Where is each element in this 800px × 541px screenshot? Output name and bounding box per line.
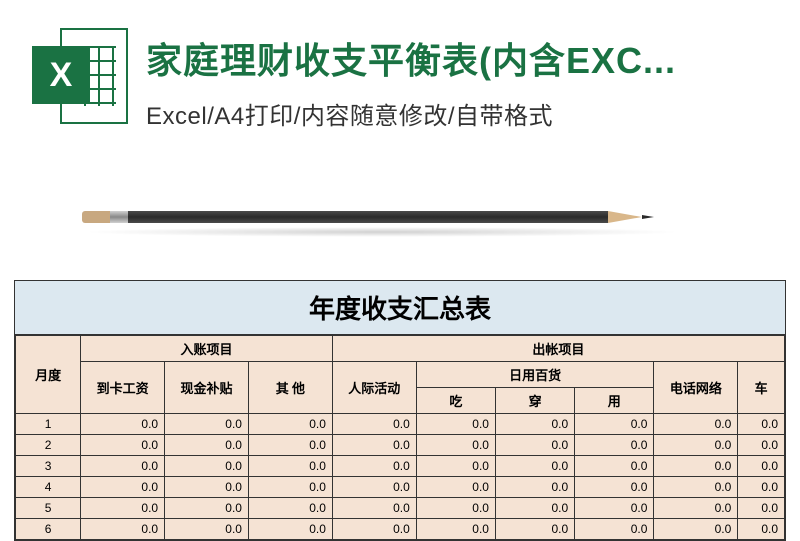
col-use: 用 — [575, 388, 654, 414]
table-row: 50.00.00.00.00.00.00.00.00.0 — [16, 498, 785, 519]
cell-value: 0.0 — [495, 414, 574, 435]
col-car: 车 — [738, 362, 785, 414]
table-row: 60.00.00.00.00.00.00.00.00.0 — [16, 519, 785, 540]
cell-month: 5 — [16, 498, 81, 519]
cell-value: 0.0 — [575, 414, 654, 435]
excel-icon: X — [32, 28, 128, 124]
cell-value: 0.0 — [248, 435, 332, 456]
table-row: 30.00.00.00.00.00.00.00.00.0 — [16, 456, 785, 477]
cell-value: 0.0 — [738, 435, 785, 456]
cell-value: 0.0 — [495, 435, 574, 456]
cell-month: 1 — [16, 414, 81, 435]
cell-value: 0.0 — [738, 456, 785, 477]
page-subtitle: Excel/A4打印/内容随意修改/自带格式 — [146, 96, 768, 131]
cell-value: 0.0 — [165, 456, 249, 477]
title-block: 家庭理财收支平衡表(内含EXC... Excel/A4打印/内容随意修改/自带格… — [146, 28, 768, 131]
group-daily: 日用百货 — [416, 362, 654, 388]
table-header-row-2: 到卡工资 现金补贴 其 他 人际活动 日用百货 电话网络 车 — [16, 362, 785, 388]
col-salary: 到卡工资 — [81, 362, 165, 414]
cell-month: 6 — [16, 519, 81, 540]
excel-icon-letter: X — [50, 56, 73, 95]
pencil-divider — [0, 171, 800, 261]
cell-value: 0.0 — [248, 477, 332, 498]
cell-month: 3 — [16, 456, 81, 477]
table-header-row-1: 月度 入账项目 出帐项目 — [16, 336, 785, 362]
cell-value: 0.0 — [575, 477, 654, 498]
cell-value: 0.0 — [165, 414, 249, 435]
cell-value: 0.0 — [416, 477, 495, 498]
cell-value: 0.0 — [738, 477, 785, 498]
cell-value: 0.0 — [81, 519, 165, 540]
cell-value: 0.0 — [416, 414, 495, 435]
cell-value: 0.0 — [165, 477, 249, 498]
cell-value: 0.0 — [248, 456, 332, 477]
cell-value: 0.0 — [248, 498, 332, 519]
cell-value: 0.0 — [332, 456, 416, 477]
cell-value: 0.0 — [332, 414, 416, 435]
group-income: 入账项目 — [81, 336, 333, 362]
balance-table: 月度 入账项目 出帐项目 到卡工资 现金补贴 其 他 人际活动 日用百货 电话网… — [15, 335, 785, 540]
cell-value: 0.0 — [654, 414, 738, 435]
cell-value: 0.0 — [81, 498, 165, 519]
cell-value: 0.0 — [738, 414, 785, 435]
cell-value: 0.0 — [654, 519, 738, 540]
col-wear: 穿 — [495, 388, 574, 414]
cell-value: 0.0 — [81, 477, 165, 498]
cell-value: 0.0 — [416, 519, 495, 540]
cell-value: 0.0 — [495, 519, 574, 540]
cell-value: 0.0 — [332, 519, 416, 540]
cell-value: 0.0 — [495, 477, 574, 498]
cell-value: 0.0 — [248, 414, 332, 435]
cell-value: 0.0 — [575, 456, 654, 477]
col-social: 人际活动 — [332, 362, 416, 414]
cell-value: 0.0 — [738, 519, 785, 540]
cell-value: 0.0 — [165, 435, 249, 456]
header: X 家庭理财收支平衡表(内含EXC... Excel/A4打印/内容随意修改/自… — [0, 0, 800, 141]
cell-value: 0.0 — [575, 498, 654, 519]
cell-value: 0.0 — [416, 456, 495, 477]
group-expense: 出帐项目 — [332, 336, 784, 362]
cell-value: 0.0 — [654, 477, 738, 498]
cell-value: 0.0 — [416, 498, 495, 519]
cell-value: 0.0 — [81, 456, 165, 477]
cell-value: 0.0 — [332, 477, 416, 498]
cell-value: 0.0 — [81, 435, 165, 456]
cell-value: 0.0 — [495, 456, 574, 477]
cell-value: 0.0 — [654, 456, 738, 477]
col-other: 其 他 — [248, 362, 332, 414]
cell-value: 0.0 — [654, 498, 738, 519]
cell-value: 0.0 — [575, 435, 654, 456]
cell-value: 0.0 — [332, 435, 416, 456]
table-row: 20.00.00.00.00.00.00.00.00.0 — [16, 435, 785, 456]
table-row: 10.00.00.00.00.00.00.00.00.0 — [16, 414, 785, 435]
cell-value: 0.0 — [81, 414, 165, 435]
cell-value: 0.0 — [165, 519, 249, 540]
col-phone: 电话网络 — [654, 362, 738, 414]
col-eat: 吃 — [416, 388, 495, 414]
cell-month: 2 — [16, 435, 81, 456]
col-month: 月度 — [16, 336, 81, 414]
table-row: 40.00.00.00.00.00.00.00.00.0 — [16, 477, 785, 498]
page-title: 家庭理财收支平衡表(内含EXC... — [146, 32, 768, 84]
cell-month: 4 — [16, 477, 81, 498]
col-cash: 现金补贴 — [165, 362, 249, 414]
cell-value: 0.0 — [248, 519, 332, 540]
cell-value: 0.0 — [332, 498, 416, 519]
sheet-title: 年度收支汇总表 — [15, 281, 785, 335]
cell-value: 0.0 — [416, 435, 495, 456]
cell-value: 0.0 — [654, 435, 738, 456]
spreadsheet-preview: 年度收支汇总表 月度 入账项目 出帐项目 到卡工资 现金补贴 其 他 人际活动 … — [14, 280, 786, 541]
cell-value: 0.0 — [165, 498, 249, 519]
cell-value: 0.0 — [495, 498, 574, 519]
cell-value: 0.0 — [738, 498, 785, 519]
cell-value: 0.0 — [575, 519, 654, 540]
